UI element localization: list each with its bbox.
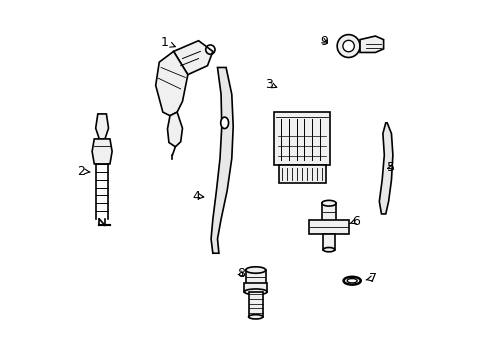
Text: 1: 1 bbox=[161, 36, 175, 49]
Polygon shape bbox=[211, 67, 233, 253]
Text: 2: 2 bbox=[77, 165, 90, 177]
Text: 3: 3 bbox=[266, 78, 277, 91]
Polygon shape bbox=[156, 51, 188, 116]
Polygon shape bbox=[92, 139, 112, 164]
Ellipse shape bbox=[248, 315, 263, 319]
Bar bbox=[245, 283, 267, 292]
Bar bbox=[274, 112, 330, 165]
Bar bbox=[245, 270, 266, 284]
Circle shape bbox=[343, 40, 354, 52]
Bar bbox=[309, 220, 348, 234]
Ellipse shape bbox=[220, 117, 228, 129]
Polygon shape bbox=[168, 112, 182, 147]
Bar bbox=[323, 234, 335, 249]
Circle shape bbox=[337, 35, 360, 58]
Text: 8: 8 bbox=[237, 267, 245, 280]
Polygon shape bbox=[379, 123, 393, 214]
Polygon shape bbox=[173, 41, 213, 75]
Bar bbox=[279, 165, 325, 183]
Ellipse shape bbox=[245, 289, 267, 295]
Text: 7: 7 bbox=[366, 272, 377, 285]
Ellipse shape bbox=[322, 201, 336, 206]
Text: 5: 5 bbox=[387, 161, 395, 174]
Ellipse shape bbox=[323, 248, 335, 252]
Text: 4: 4 bbox=[192, 190, 204, 203]
Text: 6: 6 bbox=[350, 215, 360, 228]
Ellipse shape bbox=[245, 267, 266, 273]
Text: 9: 9 bbox=[320, 35, 328, 48]
Polygon shape bbox=[360, 36, 384, 53]
Bar bbox=[322, 203, 336, 226]
Bar bbox=[248, 292, 263, 317]
Polygon shape bbox=[96, 114, 109, 139]
